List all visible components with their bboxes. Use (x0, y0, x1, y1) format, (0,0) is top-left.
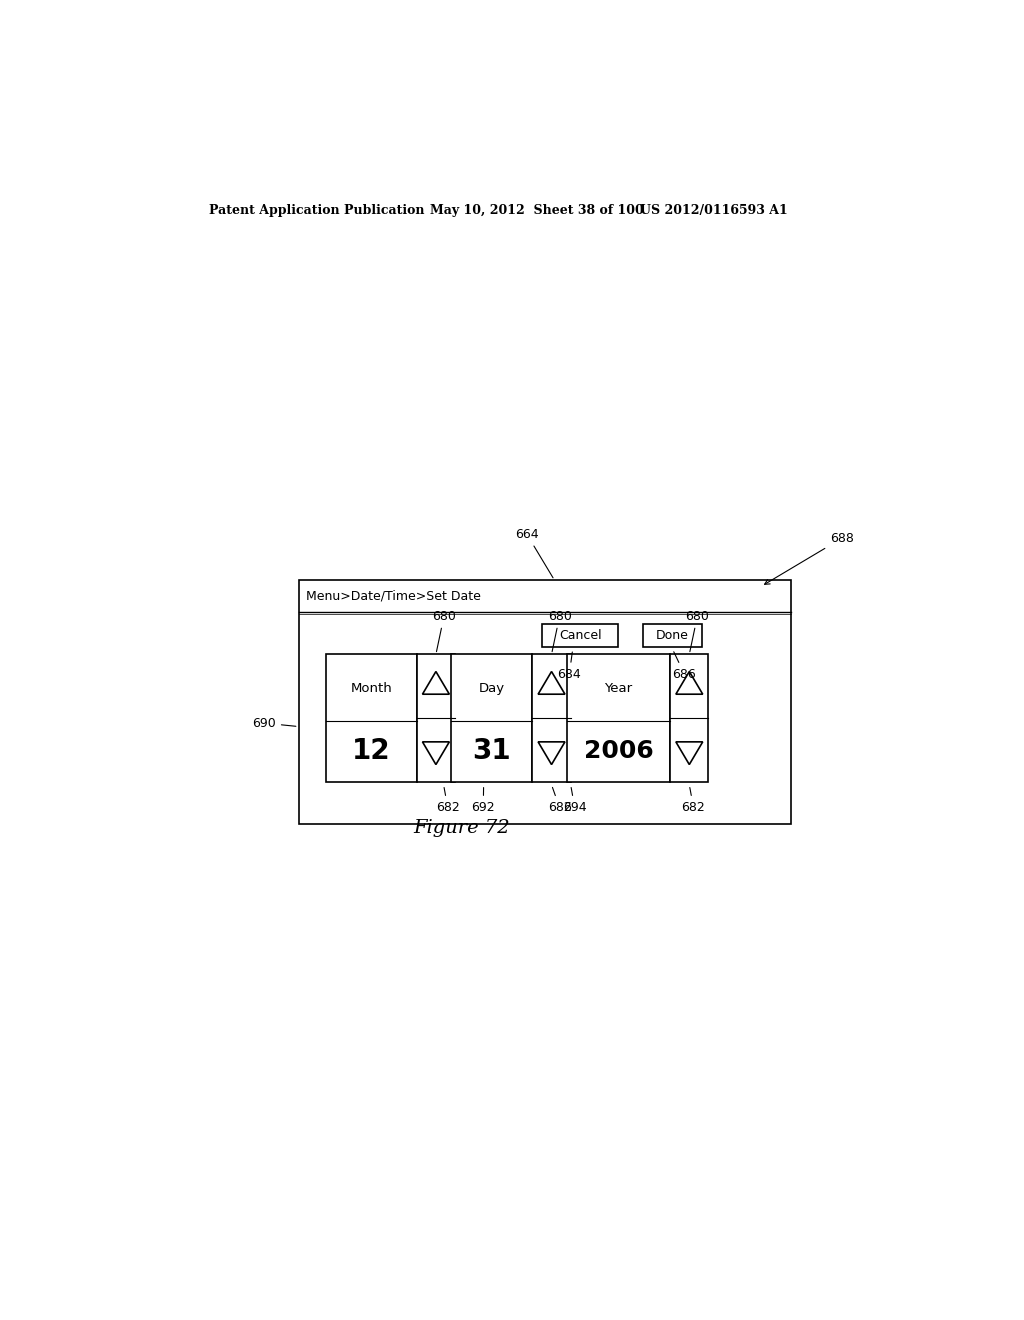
Text: 682: 682 (548, 788, 571, 814)
Text: Cancel: Cancel (559, 628, 602, 642)
Text: Patent Application Publication: Patent Application Publication (209, 205, 425, 218)
Text: 692: 692 (471, 788, 495, 814)
Bar (643, 623, 702, 647)
Text: 682: 682 (436, 788, 460, 814)
Text: 682: 682 (682, 788, 706, 814)
Text: 680: 680 (548, 610, 571, 652)
Bar (542, 623, 618, 647)
Bar (452, 655, 532, 781)
Text: 31: 31 (472, 737, 511, 766)
Text: 686: 686 (673, 652, 696, 681)
Text: 664: 664 (515, 528, 553, 578)
Text: 684: 684 (557, 652, 582, 681)
Text: US 2012/0116593 A1: US 2012/0116593 A1 (640, 205, 787, 218)
Text: 694: 694 (563, 788, 587, 814)
Bar (326, 655, 417, 781)
Text: Done: Done (656, 628, 689, 642)
Text: Figure 72: Figure 72 (413, 820, 510, 837)
Text: Day: Day (478, 682, 505, 696)
Text: 680: 680 (685, 610, 710, 652)
Bar (566, 655, 670, 781)
Text: 2006: 2006 (584, 739, 653, 763)
Text: 688: 688 (765, 532, 854, 585)
Text: Year: Year (604, 682, 633, 696)
Text: 12: 12 (352, 737, 390, 766)
Bar (670, 655, 709, 781)
Text: 690: 690 (252, 717, 296, 730)
Bar (299, 581, 791, 824)
Text: Menu>Date/Time>Set Date: Menu>Date/Time>Set Date (306, 590, 481, 602)
Text: May 10, 2012  Sheet 38 of 100: May 10, 2012 Sheet 38 of 100 (430, 205, 644, 218)
Bar (532, 655, 570, 781)
Text: 680: 680 (432, 610, 456, 652)
Bar (417, 655, 455, 781)
Text: Month: Month (350, 682, 392, 696)
